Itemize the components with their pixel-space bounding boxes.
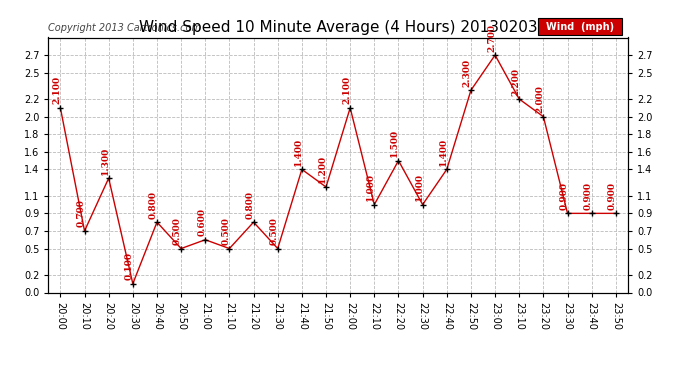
Text: 2.100: 2.100	[342, 76, 351, 104]
Text: 2.200: 2.200	[511, 68, 520, 96]
Title: Wind Speed 10 Minute Average (4 Hours) 20130203: Wind Speed 10 Minute Average (4 Hours) 2…	[139, 20, 538, 35]
Text: 0.500: 0.500	[173, 217, 182, 245]
Text: 1.400: 1.400	[294, 138, 303, 166]
Text: 0.800: 0.800	[149, 190, 158, 219]
FancyBboxPatch shape	[538, 18, 622, 35]
Text: 1.000: 1.000	[366, 173, 375, 201]
Text: 2.000: 2.000	[535, 85, 544, 113]
Text: 0.800: 0.800	[246, 190, 255, 219]
Text: 1.200: 1.200	[318, 155, 327, 183]
Text: 0.500: 0.500	[221, 217, 230, 245]
Text: 2.100: 2.100	[52, 76, 61, 104]
Text: 0.700: 0.700	[77, 200, 86, 227]
Text: 2.700: 2.700	[487, 24, 496, 52]
Text: 0.500: 0.500	[270, 217, 279, 245]
Text: Wind  (mph): Wind (mph)	[546, 22, 614, 32]
Text: Copyright 2013 Cartronics.com: Copyright 2013 Cartronics.com	[48, 24, 201, 33]
Text: 0.900: 0.900	[584, 182, 593, 210]
Text: 0.100: 0.100	[125, 252, 134, 280]
Text: 0.900: 0.900	[560, 182, 569, 210]
Text: 1.400: 1.400	[439, 138, 448, 166]
Text: 0.600: 0.600	[197, 208, 206, 236]
Text: 1.500: 1.500	[391, 129, 400, 157]
Text: 1.000: 1.000	[415, 173, 424, 201]
Text: 1.300: 1.300	[101, 146, 110, 175]
Text: 0.900: 0.900	[608, 182, 617, 210]
Text: 2.300: 2.300	[463, 58, 472, 87]
